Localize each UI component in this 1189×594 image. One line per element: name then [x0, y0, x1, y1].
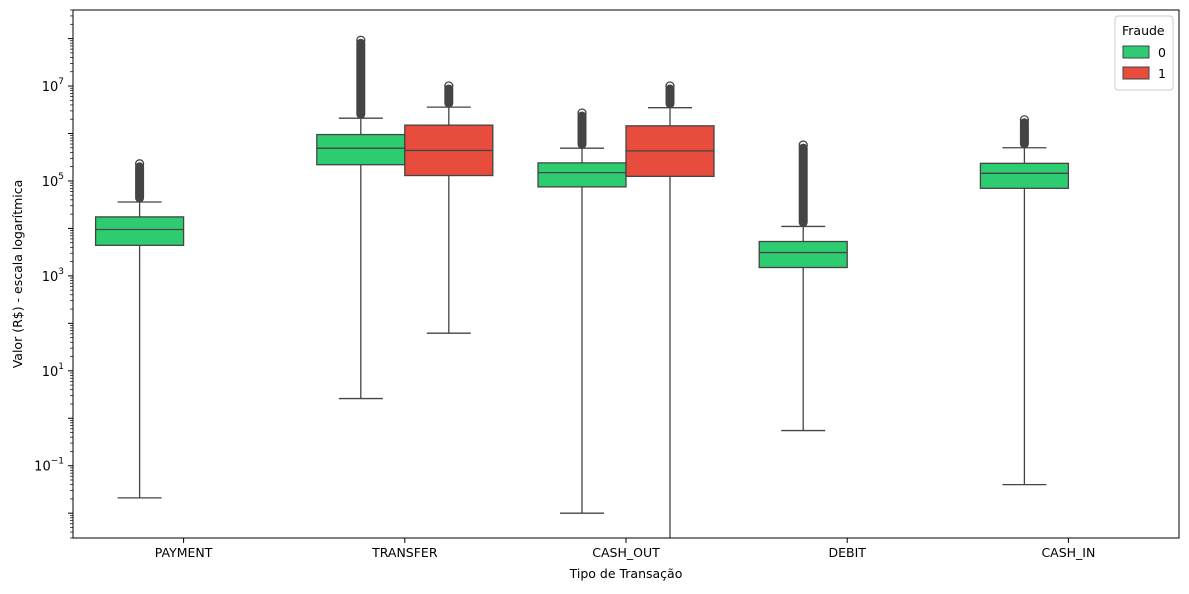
- box-payment-0: [94, 216, 185, 246]
- y-tick-label-1: 101: [42, 362, 64, 380]
- y-tick-label-0: 10−1: [34, 457, 64, 475]
- box-debit-0: [758, 240, 848, 269]
- legend-title: Fraude: [1122, 23, 1165, 38]
- x-tick-label-debit: DEBIT: [828, 545, 866, 560]
- outlier-max-debit-0: [798, 140, 808, 150]
- box-transfer-0: [316, 133, 406, 166]
- box-cash-out-0: [537, 162, 627, 188]
- outlier-max-transfer-1: [444, 81, 454, 91]
- y-axis-label: Valor (R$) - escala logarítmica: [10, 180, 25, 369]
- box-cash-in-0: [979, 162, 1070, 189]
- x-tick-label-cash-out: CASH_OUT: [592, 545, 660, 560]
- legend-label-0: 0: [1158, 45, 1166, 60]
- x-tick-label-payment: PAYMENT: [155, 545, 213, 560]
- outlier-max-cash-in-0: [1019, 115, 1030, 125]
- legend-swatch-0: [1122, 45, 1150, 59]
- legend-label-1: 1: [1158, 66, 1166, 81]
- plot-frame: [72, 9, 1180, 539]
- outlier-max-cash-out-1: [665, 81, 675, 91]
- y-tick-label-3: 105: [42, 172, 64, 190]
- x-tick-label-transfer: TRANSFER: [371, 545, 438, 560]
- outlier-max-transfer-0: [356, 35, 366, 45]
- y-tick-label-4: 107: [42, 77, 64, 95]
- y-tick-label-2: 103: [42, 267, 64, 285]
- x-tick-label-cash-in: CASH_IN: [1041, 545, 1095, 560]
- legend-swatch-1: [1122, 66, 1150, 80]
- x-axis-label: Tipo de Transação: [569, 566, 683, 581]
- outlier-max-payment-0: [134, 159, 145, 169]
- outlier-max-cash-out-0: [577, 108, 587, 118]
